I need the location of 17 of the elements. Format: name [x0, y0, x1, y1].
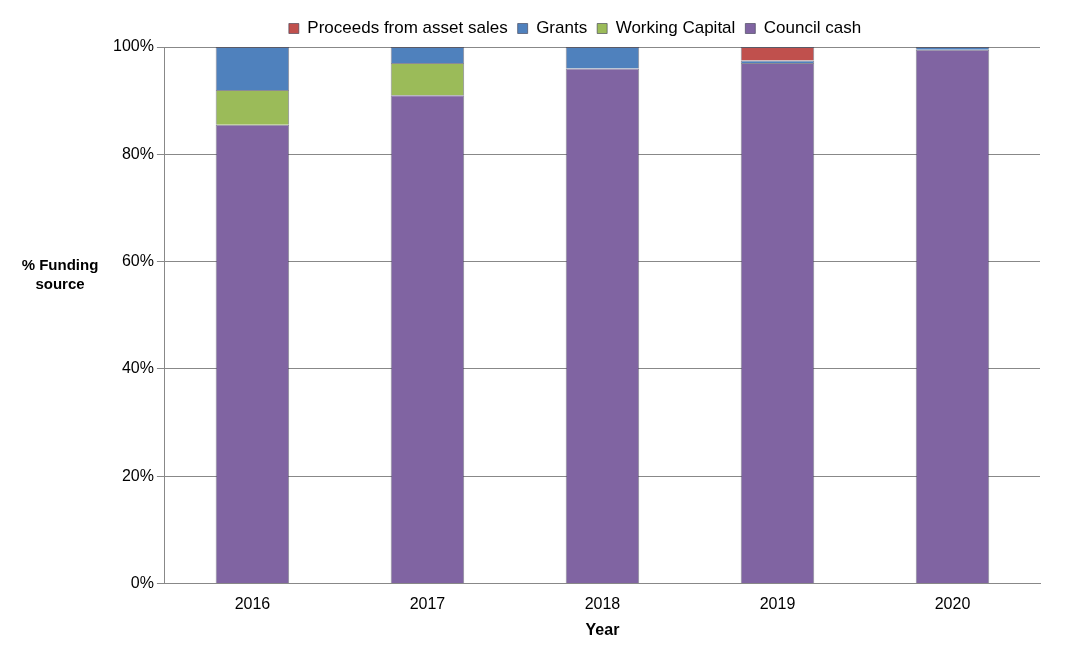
- x-axis-title: Year: [585, 620, 620, 638]
- legend-label: Grants: [536, 18, 588, 38]
- x-tick-label: 2020: [934, 594, 971, 612]
- y-tick-label: 20%: [121, 466, 154, 484]
- x-tick-label: 2019: [759, 594, 796, 612]
- x-tick-label: 2018: [584, 594, 621, 612]
- y-tick-label: 80%: [121, 144, 154, 162]
- y-axis-title: % Funding source: [20, 255, 100, 293]
- y-tick-label: 60%: [121, 252, 154, 270]
- legend-label: Proceeds from asset sales: [307, 18, 508, 38]
- legend-label: Working Capital: [615, 18, 736, 38]
- y-tick-label: 100%: [113, 37, 154, 55]
- legend-label: Council cash: [763, 18, 862, 38]
- x-tick-label: 2016: [234, 594, 271, 612]
- y-tick-label: 40%: [121, 359, 154, 377]
- y-tick-label: 0%: [130, 574, 154, 592]
- x-tick-label: 2017: [409, 594, 446, 612]
